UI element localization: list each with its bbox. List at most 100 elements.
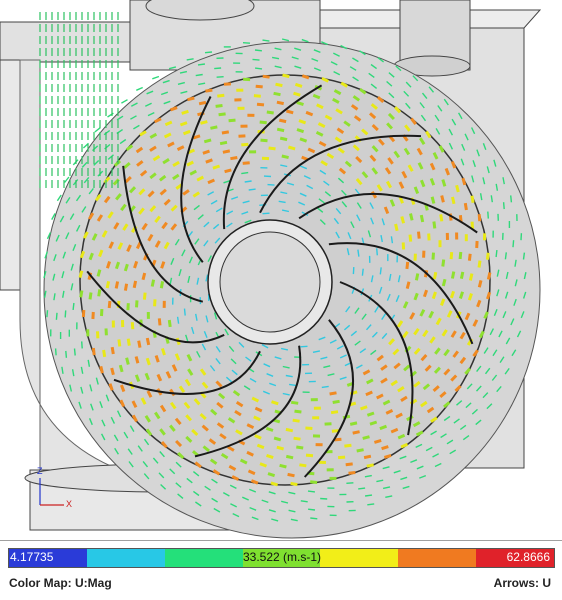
velocity-arrow xyxy=(110,346,115,355)
velocity-arrow xyxy=(129,425,135,432)
velocity-arrow xyxy=(321,41,328,46)
velocity-arrow xyxy=(476,299,482,308)
velocity-arrow xyxy=(417,162,424,170)
velocity-arrow xyxy=(88,252,94,261)
velocity-arrow xyxy=(234,409,242,417)
velocity-arrow xyxy=(395,65,402,72)
velocity-arrow xyxy=(91,233,98,241)
velocity-arrow xyxy=(355,364,363,369)
velocity-arrow xyxy=(137,445,143,452)
velocity-arrow xyxy=(267,472,276,478)
velocity-arrow xyxy=(212,164,221,170)
velocity-arrow xyxy=(231,196,239,200)
velocity-arrow xyxy=(522,291,527,299)
velocity-arrow xyxy=(464,133,469,141)
velocity-arrow xyxy=(89,384,93,392)
velocity-arrow xyxy=(432,385,440,393)
velocity-arrow xyxy=(100,433,106,441)
velocity-arrow xyxy=(482,142,487,151)
velocity-arrow xyxy=(216,401,224,409)
velocity-arrow xyxy=(158,472,165,479)
velocity-arrow xyxy=(145,337,151,346)
velocity-arrow xyxy=(149,205,157,213)
velocity-arrow xyxy=(160,483,167,490)
velocity-arrow xyxy=(482,392,489,399)
velocity-arrow xyxy=(332,52,340,57)
velocity-arrow xyxy=(271,518,279,522)
velocity-arrow xyxy=(64,310,67,318)
velocity-arrow xyxy=(409,213,414,221)
velocity-arrow xyxy=(286,182,295,186)
velocity-arrow xyxy=(346,248,350,256)
velocity-arrow xyxy=(478,330,485,339)
velocity-arrow xyxy=(46,310,49,318)
velocity-arrow xyxy=(46,232,52,240)
velocity-arrow xyxy=(130,322,135,330)
3d-viewport[interactable]: Z X xyxy=(0,0,562,541)
velocity-arrow xyxy=(313,49,321,54)
velocity-arrow xyxy=(383,453,392,459)
velocity-arrow xyxy=(332,97,340,104)
velocity-arrow xyxy=(142,460,149,468)
velocity-arrow xyxy=(457,112,463,120)
velocity-arrow xyxy=(259,120,267,125)
velocity-arrow xyxy=(357,249,360,257)
velocity-arrow xyxy=(352,95,361,102)
velocity-arrow xyxy=(168,66,177,70)
velocity-arrow xyxy=(177,493,184,499)
velocity-arrow xyxy=(231,475,240,481)
velocity-arrow xyxy=(215,346,221,353)
velocity-arrow xyxy=(468,273,474,281)
velocity-arrow xyxy=(250,479,259,485)
velocity-arrow xyxy=(143,473,150,480)
velocity-arrow xyxy=(215,104,223,108)
velocity-arrow xyxy=(162,158,170,165)
velocity-arrow xyxy=(293,436,301,441)
velocity-arrow xyxy=(345,462,353,467)
velocity-arrow xyxy=(195,73,203,77)
axis-triad xyxy=(39,478,64,506)
velocity-arrow xyxy=(393,470,401,474)
velocity-arrow xyxy=(187,230,194,238)
velocity-arrow xyxy=(274,47,282,51)
velocity-arrow xyxy=(175,482,182,488)
velocity-arrow xyxy=(256,102,265,107)
velocity-arrow xyxy=(356,202,362,209)
velocity-arrow xyxy=(361,128,369,136)
velocity-arrow xyxy=(61,271,65,279)
impeller-blade xyxy=(113,350,261,395)
legend-color-segment xyxy=(164,549,244,567)
velocity-arrow xyxy=(212,469,221,476)
velocity-arrow xyxy=(242,200,250,204)
velocity-arrow xyxy=(300,165,308,170)
velocity-arrow xyxy=(108,241,115,249)
velocity-arrow xyxy=(366,411,375,417)
velocity-arrow xyxy=(87,359,91,367)
velocity-arrow xyxy=(437,105,443,112)
velocity-arrow xyxy=(194,238,200,245)
velocity-arrow xyxy=(43,290,47,298)
velocity-arrow-field xyxy=(43,38,527,522)
velocity-arrow xyxy=(218,112,226,117)
velocity-arrow xyxy=(154,355,160,363)
velocity-arrow xyxy=(193,398,201,406)
velocity-arrow xyxy=(88,212,95,220)
velocity-arrow xyxy=(425,130,432,139)
velocity-arrow xyxy=(169,468,176,475)
velocity-arrow xyxy=(293,91,301,97)
velocity-arrow xyxy=(246,450,254,457)
velocity-arrow xyxy=(430,196,436,204)
velocity-arrow xyxy=(305,110,314,117)
velocity-arrow xyxy=(491,374,498,381)
velocity-arrow xyxy=(204,51,213,54)
velocity-arrow xyxy=(393,150,401,159)
velocity-arrow xyxy=(223,180,231,184)
velocity-arrow xyxy=(255,84,263,89)
velocity-arrow xyxy=(440,433,447,439)
velocity-arrow xyxy=(482,177,486,185)
velocity-arrow xyxy=(422,329,429,338)
velocity-arrow xyxy=(243,385,251,391)
velocity-arrow xyxy=(197,63,205,66)
velocity-arrow xyxy=(320,497,328,500)
velocity-arrow xyxy=(514,259,517,267)
